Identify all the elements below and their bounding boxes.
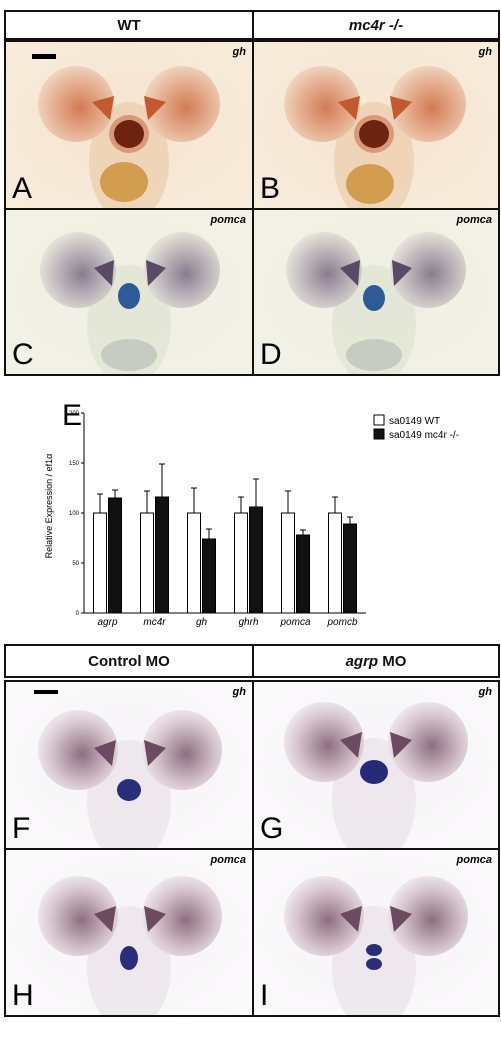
bar bbox=[234, 512, 248, 614]
panel-b-image bbox=[254, 42, 498, 208]
panel-i: pomca I bbox=[254, 850, 498, 1015]
y-tick-label: 200 bbox=[69, 411, 80, 417]
panel-a: gh A bbox=[6, 42, 252, 208]
y-tick-label: 50 bbox=[72, 561, 79, 567]
panel-b-label: B bbox=[260, 172, 281, 205]
top-image-grid: gh A gh B bbox=[4, 40, 500, 376]
panel-b: gh B bbox=[254, 42, 498, 208]
panel-h-probe: pomca bbox=[210, 854, 246, 866]
header-control-mo: Control MO bbox=[88, 652, 170, 670]
bar bbox=[249, 506, 263, 614]
legend-label: sa0149 mc4r -/- bbox=[389, 430, 459, 441]
panel-i-image bbox=[254, 850, 498, 1015]
x-tick-label: gh bbox=[196, 617, 208, 628]
legend-swatch bbox=[373, 414, 385, 426]
panel-i-label: I bbox=[260, 979, 269, 1012]
header-mc4r: mc4r -/- bbox=[348, 16, 404, 34]
panel-g-probe: gh bbox=[478, 686, 492, 698]
bar bbox=[281, 512, 295, 614]
x-tick-label: pomca bbox=[279, 617, 310, 628]
y-tick-label: 0 bbox=[76, 611, 80, 617]
bottom-image-grid: gh F gh G pomca H bbox=[4, 680, 500, 1017]
panel-d-image bbox=[254, 210, 498, 374]
panel-a-label: A bbox=[12, 172, 33, 205]
chart-e: E Relative Expression / ef1α 0 50 100 150 20… bbox=[0, 395, 501, 630]
legend-swatch bbox=[373, 428, 385, 440]
panel-h-label: H bbox=[12, 979, 34, 1012]
bar bbox=[328, 512, 342, 614]
x-tick-label: mc4r bbox=[143, 617, 166, 628]
y-tick-label: 150 bbox=[69, 461, 80, 467]
panel-f-probe: gh bbox=[232, 686, 246, 698]
x-tick-label: ghrh bbox=[238, 617, 258, 628]
panel-c-label: C bbox=[12, 338, 34, 371]
panel-c-image bbox=[6, 210, 252, 374]
panel-a-probe: gh bbox=[232, 46, 246, 58]
panel-i-probe: pomca bbox=[456, 854, 492, 866]
panel-g-image bbox=[254, 682, 498, 848]
panel-f: gh F bbox=[6, 682, 252, 848]
panel-d: pomca D bbox=[254, 210, 498, 374]
panel-c: pomca C bbox=[6, 210, 252, 374]
panel-h: pomca H bbox=[6, 850, 252, 1015]
panel-f-image bbox=[6, 682, 252, 848]
scale-bar-bottom bbox=[34, 690, 58, 694]
x-tick-label: agrp bbox=[97, 617, 117, 628]
panel-g: gh G bbox=[254, 682, 498, 848]
legend-label: sa0149 WT bbox=[389, 416, 440, 427]
panel-d-label: D bbox=[260, 338, 282, 371]
panel-c-probe: pomca bbox=[210, 214, 246, 226]
panel-g-label: G bbox=[260, 812, 284, 845]
bar bbox=[296, 534, 310, 614]
grid-horizontal-divider-bottom bbox=[6, 848, 498, 850]
panel-h-image bbox=[6, 850, 252, 1015]
bottom-header: Control MO agrp MO bbox=[4, 644, 500, 678]
bar-chart: E Relative Expression / ef1α 0 50 100 150 20… bbox=[44, 399, 459, 628]
bar bbox=[155, 496, 169, 614]
x-tick-label: pomcb bbox=[326, 617, 357, 628]
bar bbox=[93, 512, 107, 614]
panel-b-probe: gh bbox=[478, 46, 492, 58]
bar bbox=[343, 523, 357, 614]
chart-panel-label: E bbox=[62, 399, 82, 432]
header-wt: WT bbox=[117, 16, 141, 34]
panel-f-label: F bbox=[12, 812, 31, 845]
bar bbox=[140, 512, 154, 614]
bar bbox=[202, 538, 216, 614]
scale-bar bbox=[32, 54, 56, 59]
bar bbox=[187, 512, 201, 614]
header-divider-bottom bbox=[252, 646, 254, 676]
panel-a-image bbox=[6, 42, 252, 208]
header-agrp-mo: agrp MO bbox=[345, 652, 407, 670]
panel-d-probe: pomca bbox=[456, 214, 492, 226]
y-axis-title: Relative Expression / ef1α bbox=[44, 454, 54, 559]
header-divider bbox=[252, 12, 254, 38]
grid-horizontal-divider bbox=[6, 208, 498, 210]
top-header: WT mc4r -/- bbox=[4, 10, 500, 40]
y-tick-label: 100 bbox=[69, 511, 80, 517]
bar bbox=[108, 497, 122, 614]
